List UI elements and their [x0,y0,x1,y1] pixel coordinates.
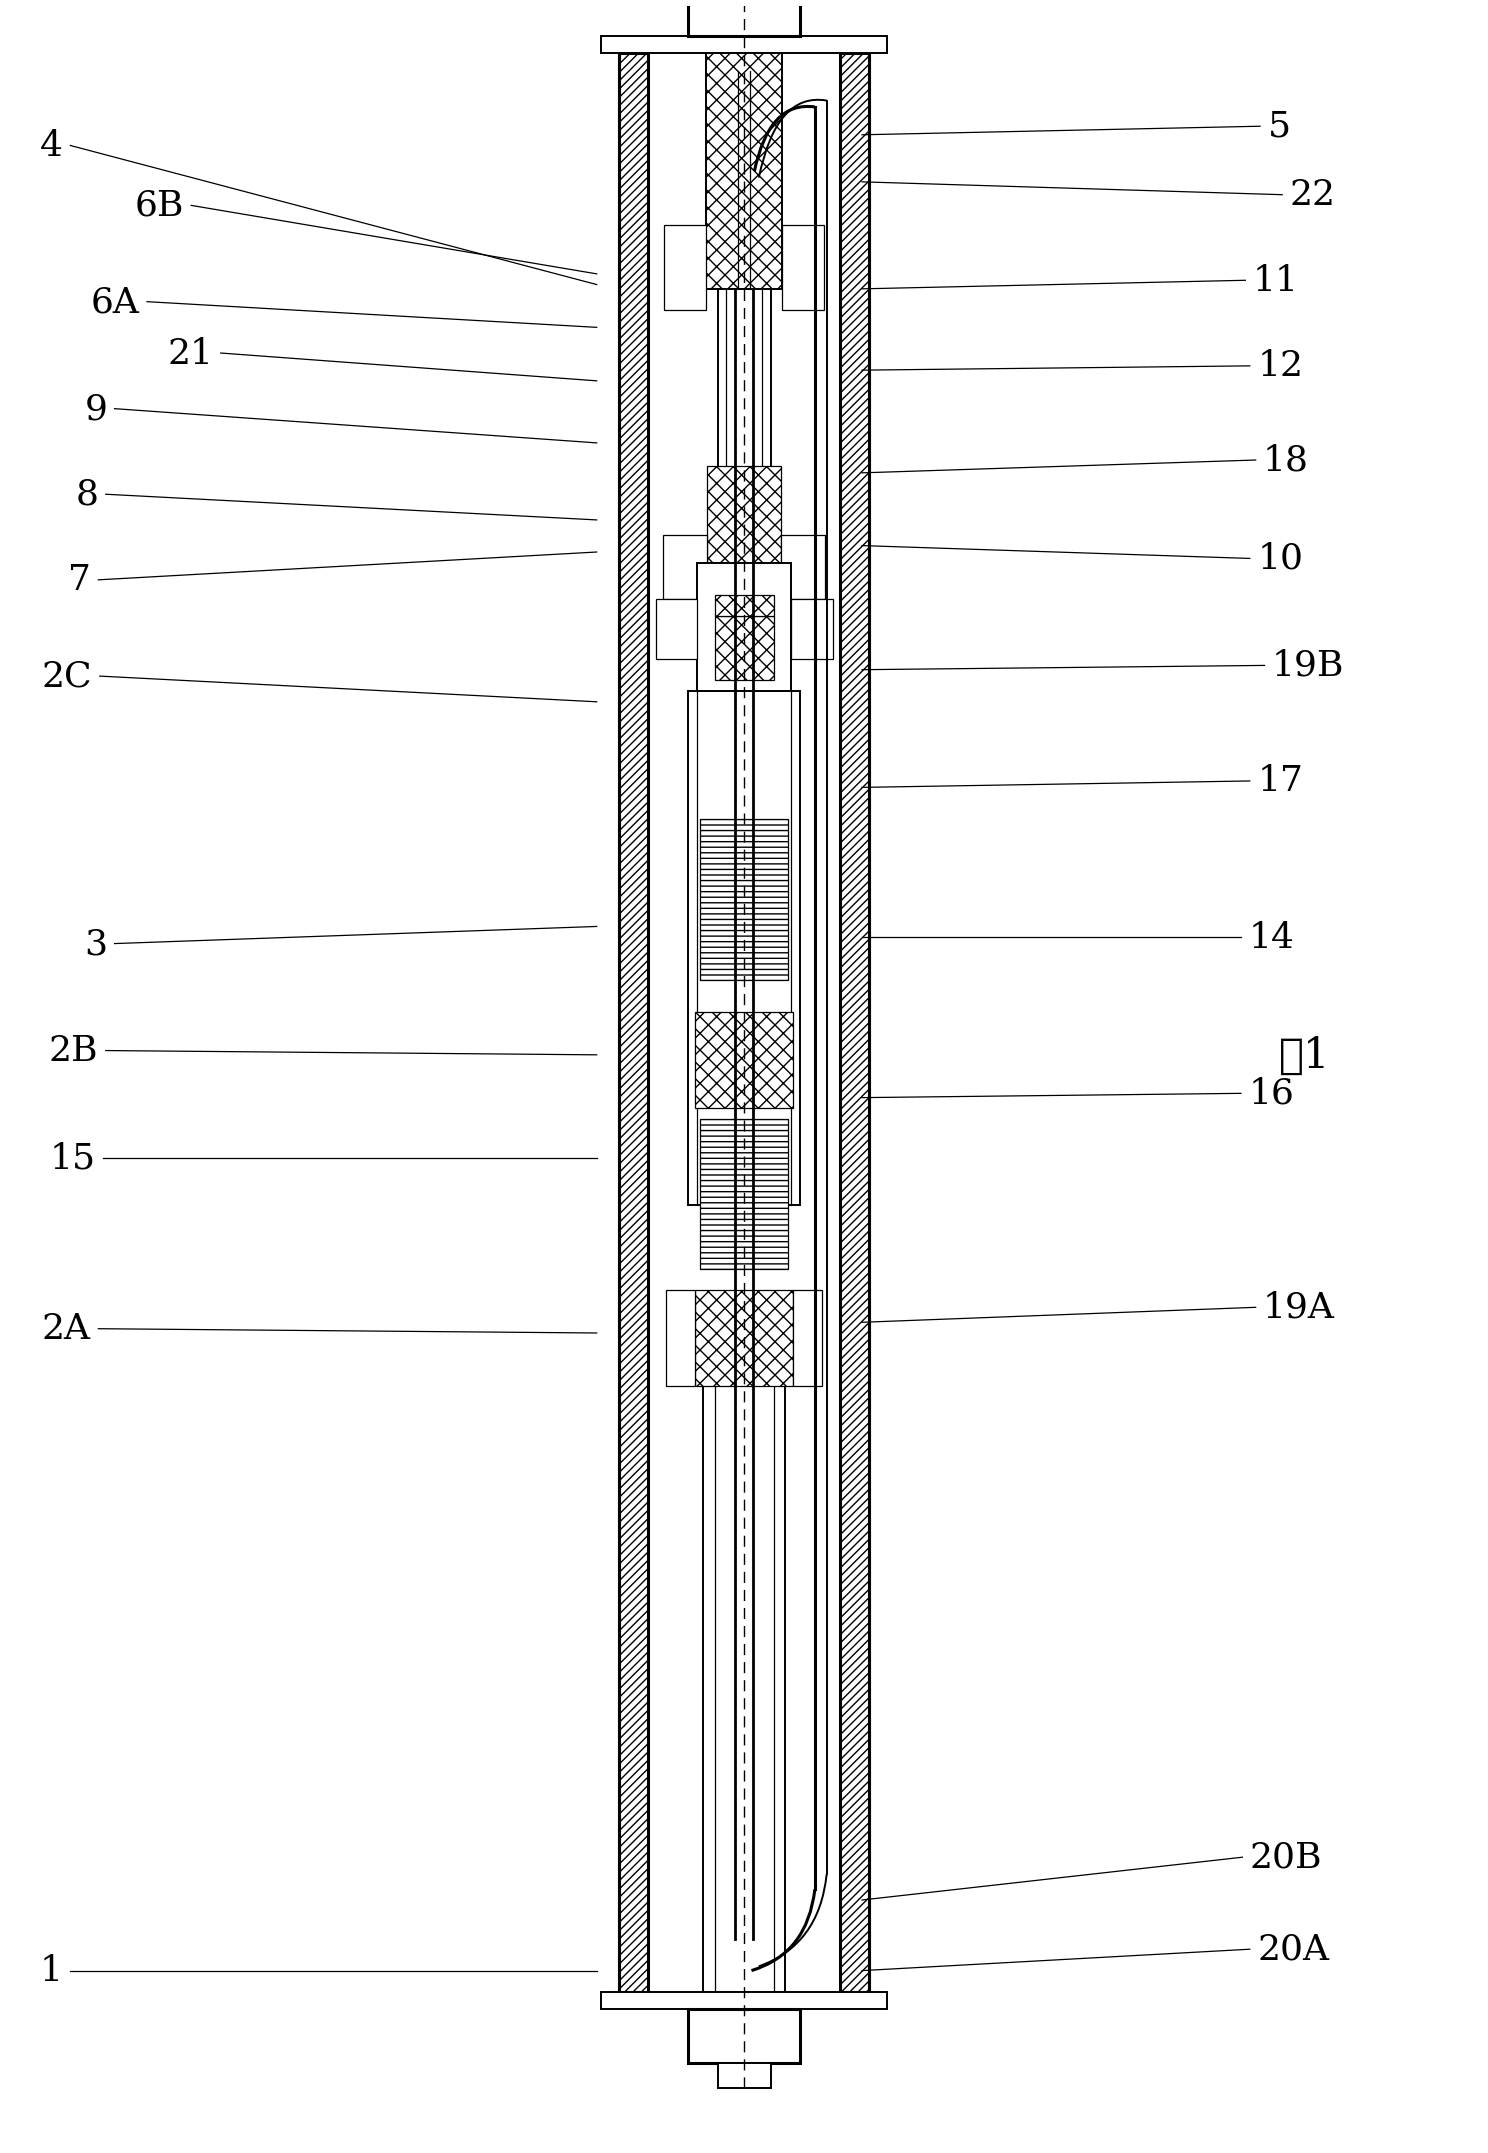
Bar [707,467,781,599]
Bar [705,54,783,289]
Text: 21: 21 [167,336,213,370]
Text: 5: 5 [1268,110,1290,144]
Text: 11: 11 [1253,265,1299,297]
Bar [714,616,774,680]
Bar [839,54,869,1992]
Bar [687,691,801,1206]
Text: 15: 15 [49,1141,95,1176]
Text: 6B: 6B [134,189,185,224]
Bar [702,1387,786,1992]
Text: 6A: 6A [91,284,140,319]
Text: 2A: 2A [42,1311,91,1346]
Text: 20A: 20A [1257,1931,1329,1966]
Text: 3: 3 [83,928,107,960]
Text: 图1: 图1 [1278,1033,1330,1076]
Bar [783,226,823,310]
Bar [664,536,707,599]
Bar [781,536,824,599]
Bar [687,0,801,37]
Bar [792,599,832,659]
Text: 8: 8 [76,478,98,512]
Text: 10: 10 [1257,543,1303,575]
Bar [699,820,789,980]
Bar [695,1012,793,1109]
Bar [619,54,649,1992]
Bar [601,1992,887,2009]
Bar [656,599,696,659]
Text: 18: 18 [1263,444,1309,478]
Text: 20B: 20B [1250,1841,1323,1875]
Bar [699,1120,789,1268]
Bar [687,2009,801,2063]
Text: 19B: 19B [1272,648,1344,683]
Text: 22: 22 [1290,179,1335,213]
Bar [665,1290,695,1387]
Bar [665,226,705,310]
Bar [695,1290,793,1387]
Bar [696,564,792,691]
Text: 16: 16 [1248,1076,1295,1111]
Text: 14: 14 [1248,921,1295,954]
Bar [717,2063,771,2088]
Text: 7: 7 [68,564,91,596]
Text: 9: 9 [85,392,107,426]
Text: 2B: 2B [49,1033,98,1068]
Bar [793,1290,823,1387]
Text: 17: 17 [1257,764,1303,799]
Text: 2C: 2C [42,659,92,693]
Text: 1: 1 [40,1953,62,1987]
Text: 12: 12 [1257,349,1303,383]
Text: 19A: 19A [1263,1290,1335,1324]
Bar [601,37,887,54]
Bar [714,594,774,616]
Text: 4: 4 [40,129,62,164]
